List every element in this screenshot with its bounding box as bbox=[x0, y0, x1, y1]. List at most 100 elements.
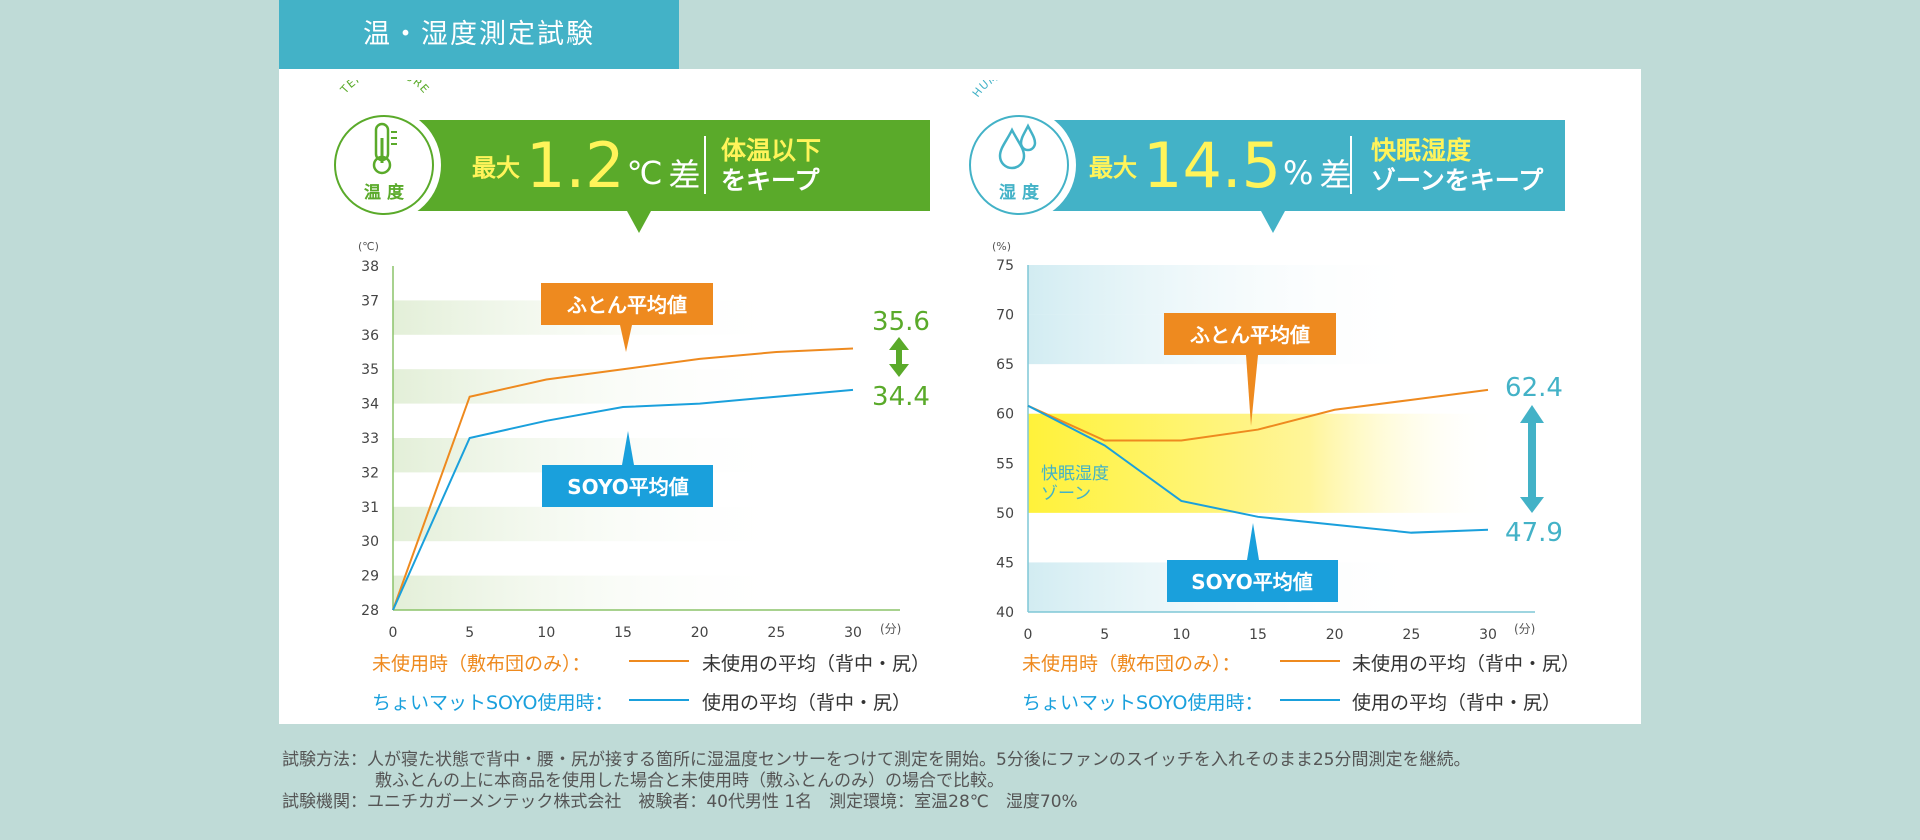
hum-y-tick-label: 45 bbox=[996, 555, 1014, 571]
temp-max-value: 1.2 bbox=[526, 129, 625, 202]
temp-grid-band bbox=[393, 575, 793, 610]
temperature-ring-label: TEMPERATURE bbox=[337, 80, 431, 97]
hum-end-value-futon: 62.4 bbox=[1505, 373, 1563, 403]
temp-futon-callout: ふとん平均値 bbox=[541, 283, 713, 352]
hum-legend-unused-desc: 未使用の平均（背中・尻） bbox=[1352, 653, 1581, 675]
hum-x-tick-label: 30 bbox=[1479, 627, 1497, 643]
temp-y-tick-label: 33 bbox=[361, 431, 379, 447]
temp-max-prefix: 最大 bbox=[472, 154, 520, 182]
temp-legend-unused-desc: 未使用の平均（背中・尻） bbox=[702, 653, 931, 675]
temp-y-tick-label: 37 bbox=[361, 293, 379, 309]
temperature-badge: 温 度 bbox=[327, 108, 441, 222]
section-title: 温・湿度測定試験 bbox=[279, 0, 679, 69]
temp-y-tick-label: 31 bbox=[361, 500, 379, 516]
hum-legend-used-desc: 使用の平均（背中・尻） bbox=[1352, 692, 1562, 714]
comfort-zone-label-2: ゾーン bbox=[1041, 484, 1091, 504]
hum-x-tick-label: 20 bbox=[1326, 627, 1344, 643]
temp-y-tick-label: 32 bbox=[361, 465, 379, 481]
temp-legend-used-desc: 使用の平均（背中・尻） bbox=[702, 692, 912, 714]
hum-end-value-soyo: 47.9 bbox=[1505, 518, 1563, 548]
water-drop-icon bbox=[998, 123, 1037, 170]
hum-claim-line1: 快眠湿度 bbox=[1371, 136, 1472, 165]
hum-y-tick-label: 50 bbox=[996, 506, 1014, 522]
hum-diff-label: 差 bbox=[1319, 155, 1352, 194]
svg-text:SOYO平均値: SOYO平均値 bbox=[567, 475, 688, 499]
temp-legend-futon-line bbox=[629, 660, 689, 662]
temp-x-tick-label: 20 bbox=[691, 625, 709, 641]
temp-y-tick-label: 34 bbox=[361, 397, 379, 413]
hum-x-tick-label: 0 bbox=[1024, 627, 1033, 643]
hum-max-value: 14.5 bbox=[1143, 129, 1282, 202]
hum-y-tick-label: 75 bbox=[996, 258, 1014, 274]
hum-legend-used-label: ちょいマットSOYO使用時： bbox=[1022, 692, 1264, 714]
temp-series-soyo-line bbox=[392, 388, 854, 611]
humidity-ring-label: HUMIDITY bbox=[970, 80, 1033, 100]
hum-y-tick-label: 60 bbox=[996, 407, 1014, 423]
temp-x-tick-label: 15 bbox=[614, 625, 632, 641]
temp-y-tick-label: 29 bbox=[361, 569, 379, 585]
hum-legend-unused-label: 未使用時（敷布団のみ）： bbox=[1022, 653, 1241, 675]
humidity-banner: 最大 14.5 % 差 快眠湿度 ゾーンをキープ bbox=[1013, 120, 1565, 211]
hum-series-soyo-line bbox=[1027, 404, 1489, 534]
hum-difference-arrow bbox=[1520, 405, 1544, 513]
temp-x-tick-label: 0 bbox=[389, 625, 398, 641]
temp-difference-arrow bbox=[889, 337, 909, 377]
temp-claim-line2: をキープ bbox=[721, 166, 820, 195]
svg-text:ふとん平均値: ふとん平均値 bbox=[1190, 323, 1310, 347]
temp-end-value-soyo: 34.4 bbox=[872, 382, 930, 412]
hum-y-tick-label: 55 bbox=[996, 456, 1014, 472]
hum-legend-soyo-line bbox=[1280, 699, 1340, 701]
thermometer-icon bbox=[372, 122, 397, 175]
svg-text:SOYO平均値: SOYO平均値 bbox=[1191, 570, 1312, 594]
footnote-method: 試験方法：人が寝た状態で背中・腰・尻が接する箇所に湿温度センサーをつけて測定を開… bbox=[282, 750, 1471, 770]
hum-banner-pointer bbox=[1261, 211, 1285, 233]
temp-x-tick-label: 10 bbox=[537, 625, 555, 641]
temperature-badge-label: 温 度 bbox=[364, 183, 404, 203]
temp-banner-pointer bbox=[627, 211, 651, 233]
humidity-badge: 湿 度 bbox=[962, 108, 1076, 222]
hum-y-unit-label: (%) bbox=[992, 240, 1011, 253]
temperature-banner: 最大 1.2 ℃ 差 体温以下 をキープ bbox=[378, 120, 930, 211]
hum-grid-band bbox=[1028, 265, 1428, 315]
temp-x-tick-label: 25 bbox=[767, 625, 785, 641]
humidity-badge-label: 湿 度 bbox=[999, 183, 1039, 203]
hum-y-tick-label: 70 bbox=[996, 308, 1014, 324]
svg-text:ふとん平均値: ふとん平均値 bbox=[567, 293, 687, 317]
temp-legend-soyo-line bbox=[629, 699, 689, 701]
hum-claim-line2: ゾーンをキープ bbox=[1371, 166, 1544, 195]
hum-x-tick-label: 10 bbox=[1172, 627, 1190, 643]
temp-legend-unused-label: 未使用時（敷布団のみ）： bbox=[372, 653, 591, 675]
footnote-comparison: 敷ふとんの上に本商品を使用した場合と未使用時（敷ふとんのみ）の場合で比較。 bbox=[375, 771, 1004, 791]
hum-x-tick-label: 5 bbox=[1100, 627, 1109, 643]
hum-max-prefix: 最大 bbox=[1089, 154, 1137, 182]
hum-x-tick-label: 25 bbox=[1402, 627, 1420, 643]
temp-grid-band bbox=[393, 369, 793, 404]
hum-x-unit-label: (分) bbox=[1514, 622, 1535, 636]
temp-y-unit-label: (℃) bbox=[358, 240, 379, 253]
temp-y-tick-label: 35 bbox=[361, 362, 379, 378]
hum-y-tick-label: 40 bbox=[996, 605, 1014, 621]
hum-comfort-zone bbox=[1028, 413, 1498, 513]
temp-x-tick-label: 5 bbox=[465, 625, 474, 641]
hum-series-futon-line bbox=[1027, 388, 1489, 442]
temp-diff-label: 差 bbox=[668, 155, 701, 194]
temp-y-tick-label: 28 bbox=[361, 603, 379, 619]
temp-y-tick-label: 38 bbox=[361, 259, 379, 275]
temp-soyo-callout: SOYO平均値 bbox=[542, 431, 713, 507]
temp-x-unit-label: (分) bbox=[880, 622, 901, 636]
hum-legend-futon-line bbox=[1280, 660, 1340, 662]
hum-x-tick-label: 15 bbox=[1249, 627, 1267, 643]
temp-series-futon-line bbox=[392, 347, 854, 611]
hum-soyo-callout: SOYO平均値 bbox=[1167, 523, 1338, 602]
hum-futon-callout: ふとん平均値 bbox=[1164, 313, 1336, 426]
hum-banner-separator bbox=[1350, 136, 1352, 194]
temp-end-value-futon: 35.6 bbox=[872, 307, 930, 337]
temp-x-tick-label: 30 bbox=[844, 625, 862, 641]
temp-max-unit: ℃ bbox=[626, 153, 663, 192]
footnote-institution: 試験機関：ユニチカガーメンテック株式会社 被験者：40代男性 1名 測定環境：室… bbox=[282, 792, 1078, 812]
temp-y-tick-label: 36 bbox=[361, 328, 379, 344]
temp-claim-line1: 体温以下 bbox=[721, 136, 822, 165]
temp-legend-used-label: ちょいマットSOYO使用時： bbox=[372, 692, 614, 714]
temp-banner-separator bbox=[704, 136, 706, 194]
